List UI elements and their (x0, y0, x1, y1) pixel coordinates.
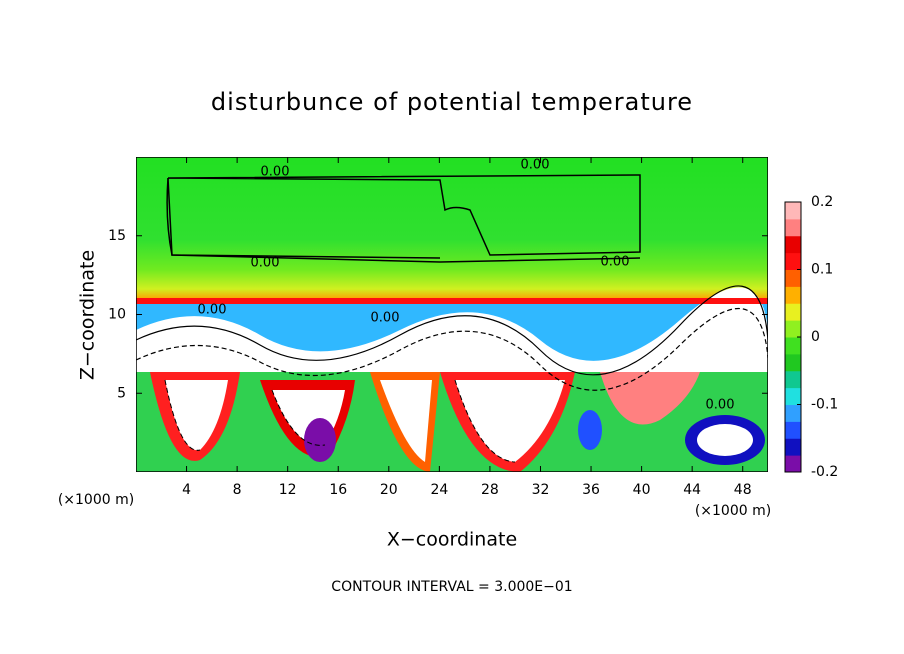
colorbar-segment (785, 303, 801, 321)
y-unit: (×1000 m) (695, 503, 771, 519)
x-tick-label: 36 (582, 482, 600, 498)
x-tick-label: 20 (380, 482, 398, 498)
x-tick-label: 28 (481, 482, 499, 498)
contour-label: 0.00 (706, 398, 735, 413)
x-tick-label: 8 (233, 482, 242, 498)
colorbar-tick-label: -0.1 (811, 397, 838, 413)
x-tick-label: 48 (734, 482, 752, 498)
x-tick-label: 40 (633, 482, 651, 498)
contour-label: 0.00 (251, 256, 280, 271)
colorbar-segment (785, 202, 801, 220)
y-tick-label: 10 (108, 307, 126, 323)
colorbar-tick-label: 0.1 (811, 262, 833, 278)
contour-label: 0.00 (521, 158, 550, 173)
colorbar-segment (785, 387, 801, 405)
x-tick-label: 16 (329, 482, 347, 498)
colorbar-segment (785, 286, 801, 304)
footnote: CONTOUR INTERVAL = 3.000E−01 (331, 579, 572, 595)
field (136, 157, 768, 472)
colorbar-segment (785, 353, 801, 372)
x-unit: (×1000 m) (58, 492, 134, 508)
contour-label: 0.00 (261, 165, 290, 180)
contour-label: 0.00 (198, 303, 227, 318)
colorbar-segment (785, 320, 801, 338)
colorbar-tick-label: 0 (811, 329, 820, 345)
colorbar-segment (785, 269, 801, 287)
x-tick-label: 32 (532, 482, 550, 498)
colorbar-tick-label: -0.2 (811, 464, 838, 480)
y-tick-label: 5 (117, 385, 126, 401)
y-axis-label: Z−coordinate (77, 250, 99, 380)
colorbar-segment (785, 235, 801, 254)
chart-title: disturbunce of potential temperature (211, 88, 693, 116)
colorbar-segment (785, 370, 801, 389)
colorbar-segment (785, 438, 801, 456)
x-axis-label: X−coordinate (387, 529, 517, 551)
x-tick-label: 24 (430, 482, 448, 498)
colorbar-segment (785, 455, 801, 473)
colorbar-segment (785, 404, 801, 422)
colorbar-segment (785, 421, 801, 439)
colorbar-segment (785, 218, 801, 237)
colorbar-segment (785, 337, 801, 355)
contour-label: 0.00 (601, 255, 630, 270)
y-tick-label: 15 (108, 228, 126, 244)
x-tick-label: 4 (182, 482, 191, 498)
contour-label: 0.00 (371, 311, 400, 326)
x-tick-label: 12 (279, 482, 297, 498)
colorbar-tick-label: 0.2 (811, 194, 833, 210)
colorbar-segment (785, 252, 801, 270)
x-tick-label: 44 (683, 482, 701, 498)
